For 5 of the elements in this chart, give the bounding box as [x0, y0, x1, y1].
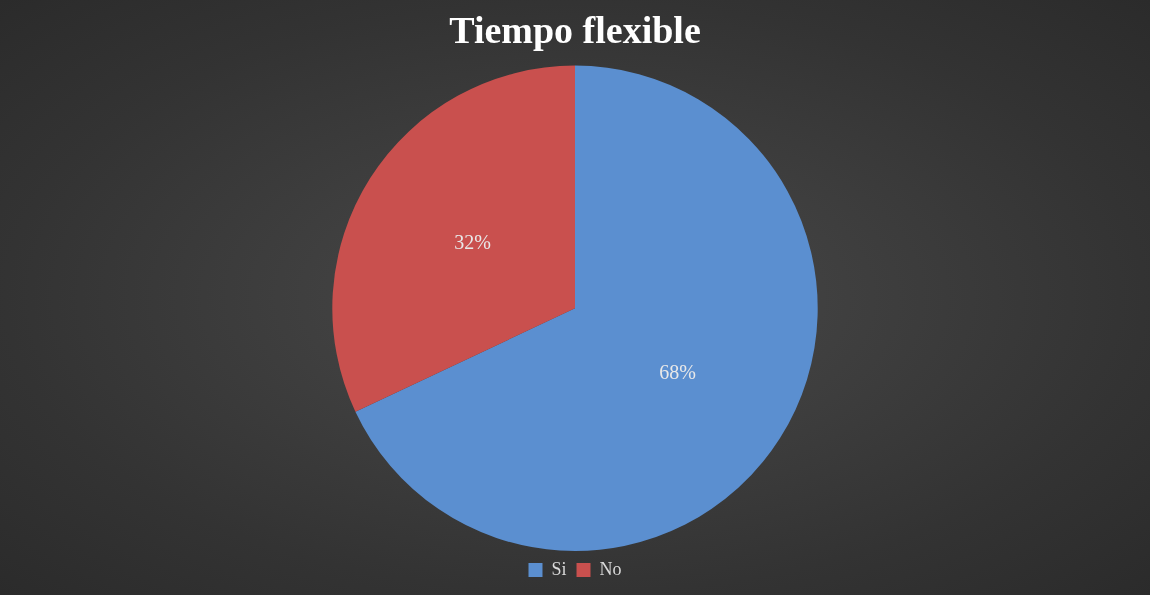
legend-label: No — [599, 558, 622, 579]
chart-title: Tiempo flexible — [449, 8, 701, 51]
legend-label: Si — [551, 558, 567, 579]
data-label: 32% — [454, 230, 491, 253]
data-label: 68% — [659, 360, 696, 383]
